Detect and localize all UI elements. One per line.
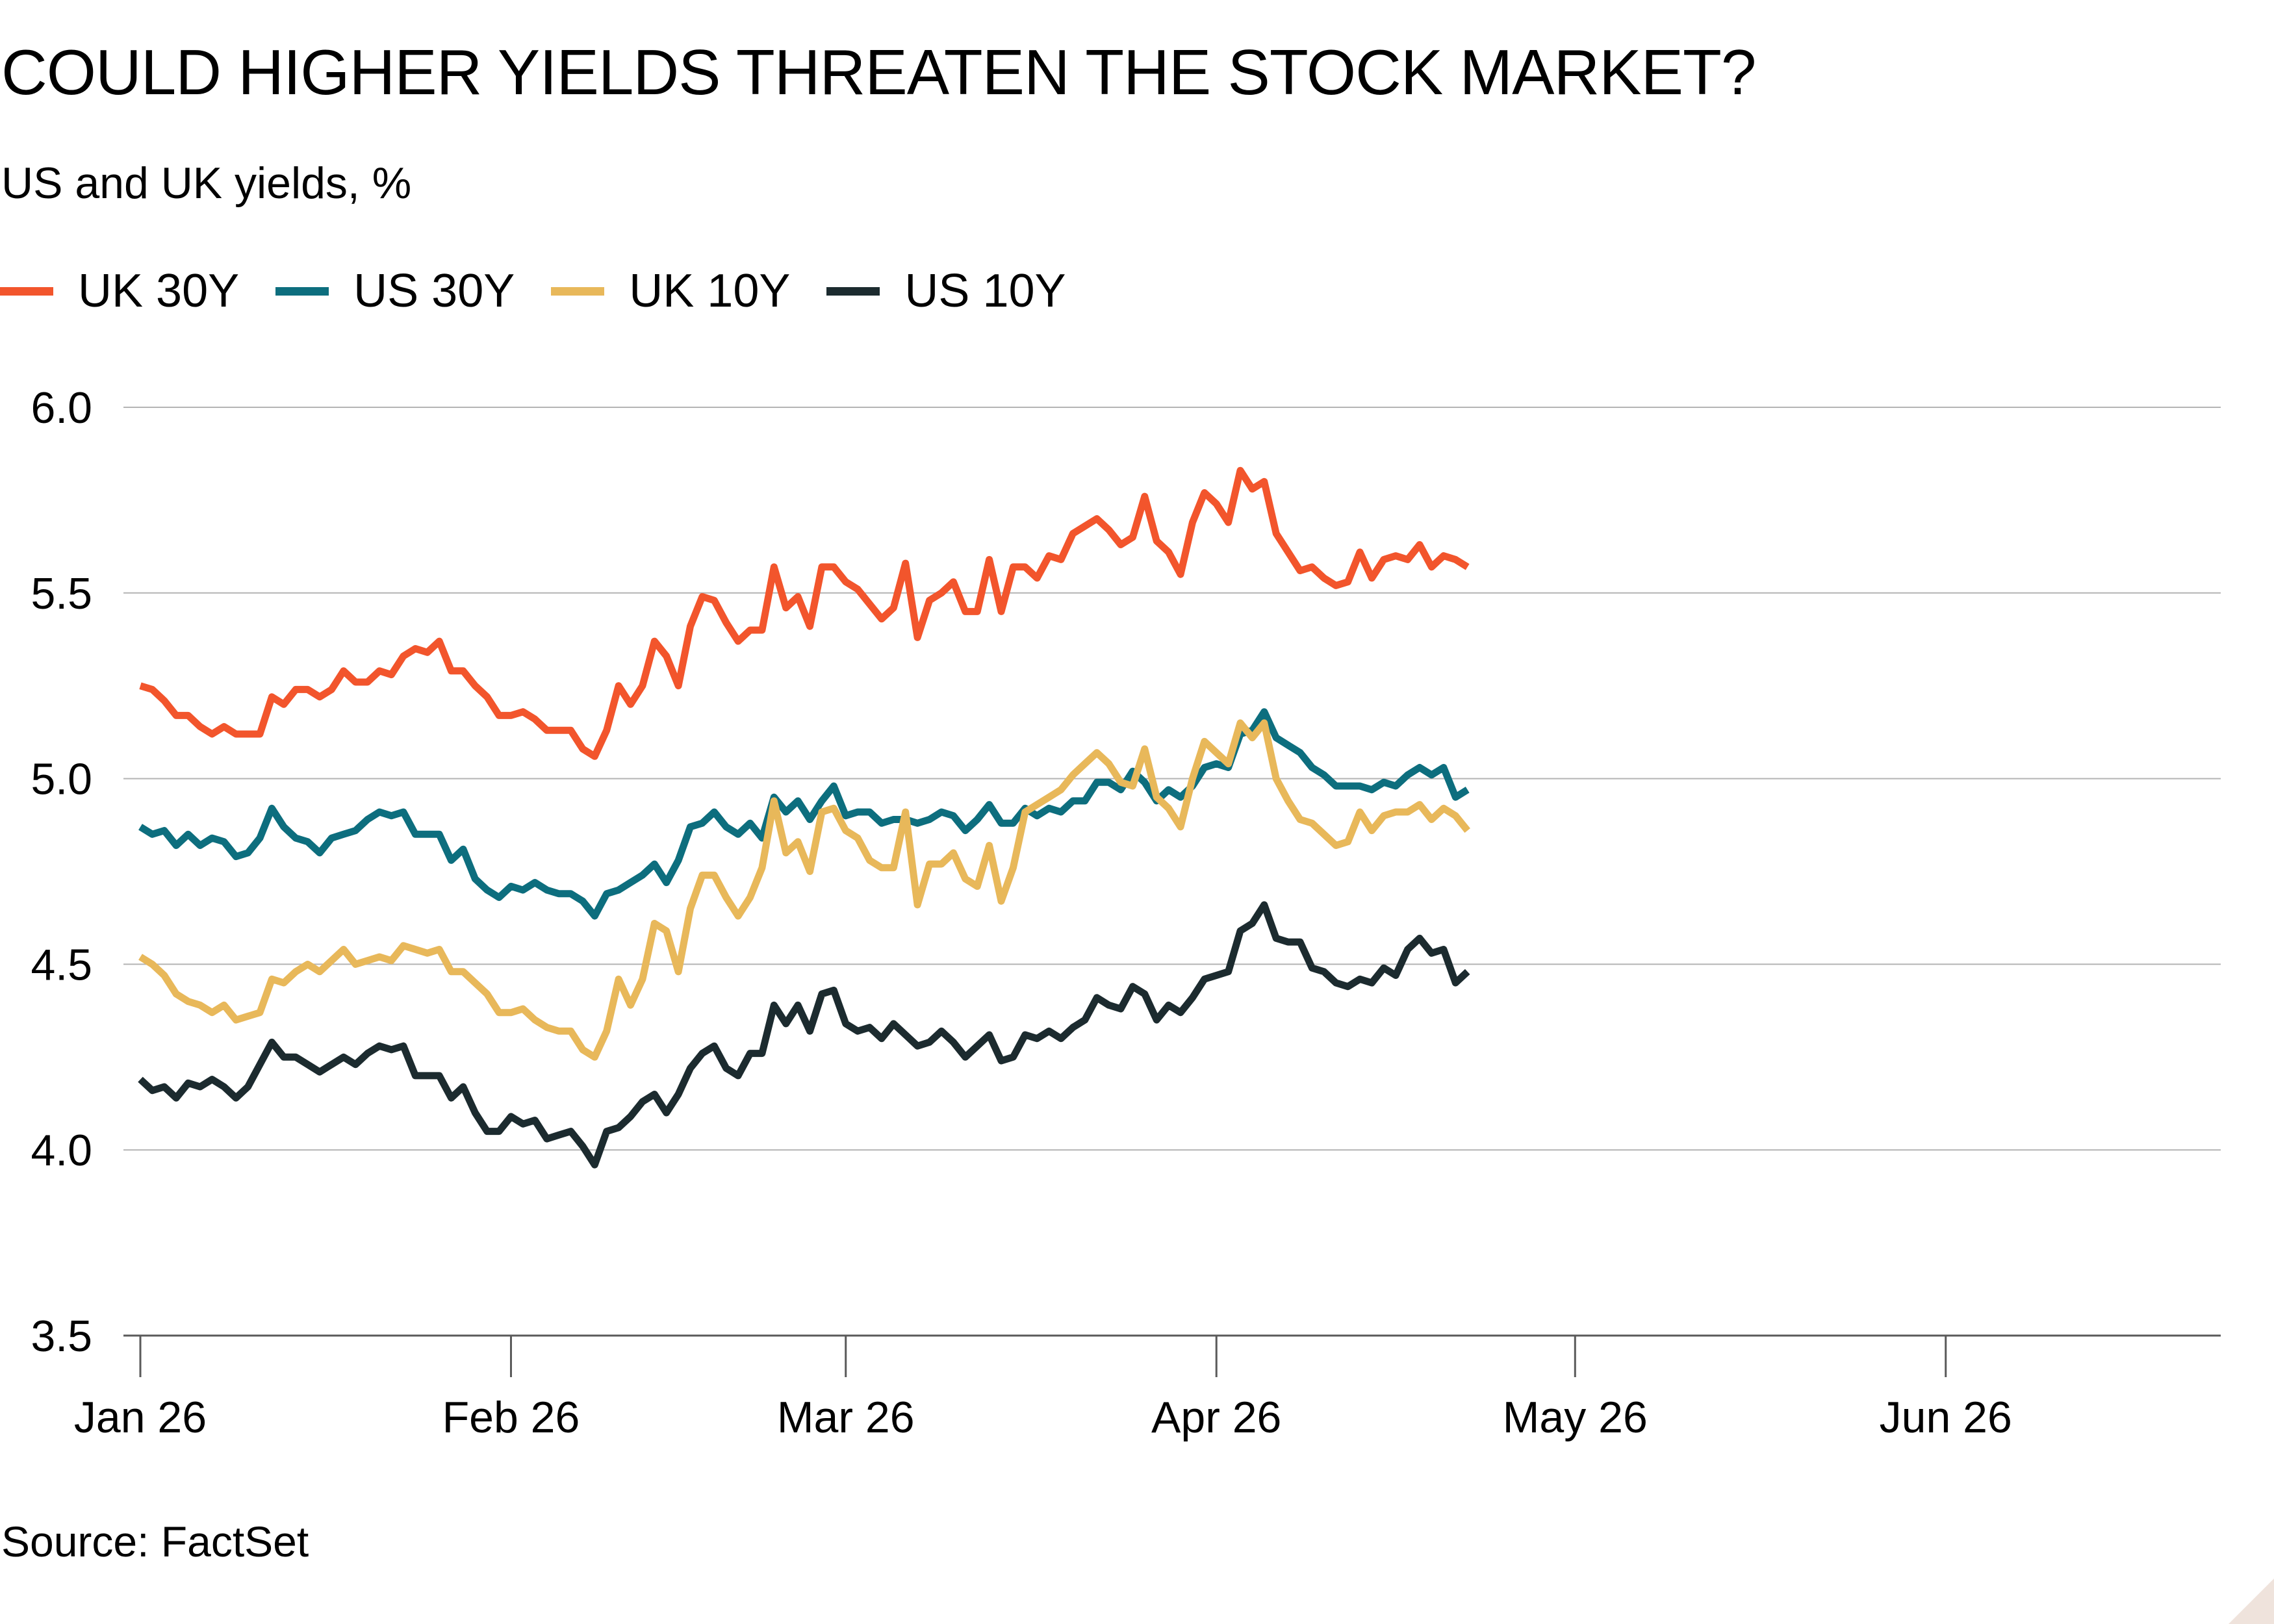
y-tick-label: 5.5 [31, 569, 92, 618]
series-line-uk-10y [138, 719, 1470, 1061]
legend-item-us10: US 10Y [826, 268, 1066, 314]
x-tick-label: May 26 [1503, 1393, 1648, 1442]
legend-item-uk30: UK 30Y [0, 268, 239, 314]
x-tick-label: Apr 26 [1151, 1393, 1281, 1442]
series-line-us-10y [138, 901, 1470, 1169]
y-tick-label: 4.5 [31, 940, 92, 989]
y-tick-label: 6.0 [31, 383, 92, 433]
series-line-uk-30y [139, 466, 1470, 760]
chart-legend: UK 30Y US 30Y UK 10Y US 10Y [0, 265, 1103, 317]
legend-item-us30: US 30Y [275, 268, 515, 314]
x-tick-label: Jan 26 [74, 1393, 207, 1442]
y-tick-label: 3.5 [31, 1312, 92, 1361]
y-tick-label: 5.0 [31, 755, 92, 804]
legend-item-uk10: UK 10Y [551, 268, 790, 314]
source-note: Source: FactSet [1, 1517, 309, 1566]
legend-label-uk30: UK 30Y [78, 265, 240, 317]
legend-label-us10: US 10Y [904, 265, 1066, 317]
chart-title: COULD HIGHER YIELDS THREATEN THE STOCK M… [1, 36, 1756, 108]
legend-swatch-us30 [275, 286, 329, 296]
chart-subtitle: US and UK yields, % [1, 159, 412, 208]
legend-swatch-uk10 [551, 286, 605, 296]
legend-label-uk10: UK 10Y [629, 265, 791, 317]
x-tick-label: Mar 26 [777, 1393, 915, 1442]
corner-fold-decoration [2229, 1579, 2274, 1624]
y-tick-label: 4.0 [31, 1126, 92, 1175]
x-tick-label: Feb 26 [442, 1393, 580, 1442]
legend-swatch-us10 [826, 286, 880, 296]
legend-label-us30: US 30Y [353, 265, 515, 317]
x-tick-label: Jun 26 [1880, 1393, 2012, 1442]
legend-swatch-uk30 [0, 286, 53, 296]
